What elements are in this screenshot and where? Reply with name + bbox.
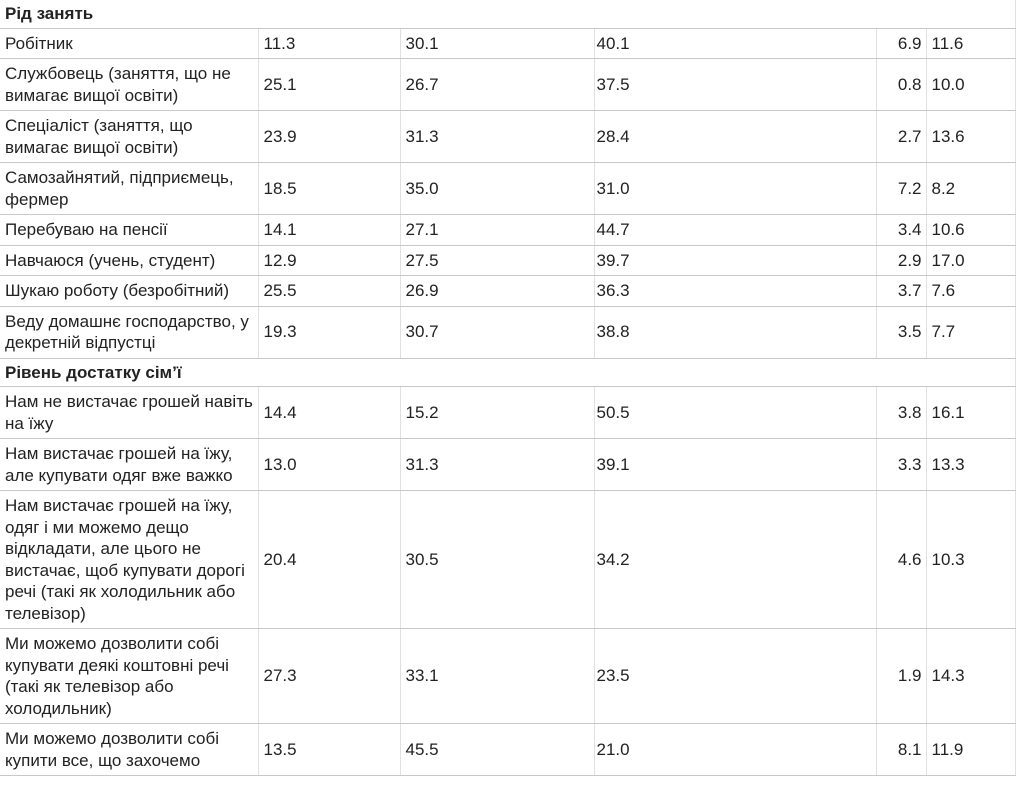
cell-value: 13.5 (258, 723, 401, 776)
data-row: Спеціаліст (заняття, що вимагає вищої ос… (0, 110, 1016, 163)
cell-value: 16.1 (926, 386, 1016, 439)
cell-value: 13.0 (258, 438, 401, 491)
row-label: Ми можемо дозволити собі купити все, що … (0, 723, 259, 776)
cell-value: 3.4 (876, 214, 927, 246)
cell-value: 31.0 (594, 162, 877, 215)
cell-value: 34.2 (594, 490, 877, 629)
data-row: Нам вистачає грошей на їжу, але купувати… (0, 438, 1016, 491)
cell-value: 37.5 (594, 58, 877, 111)
row-label: Нам вистачає грошей на їжу, але купувати… (0, 438, 259, 491)
cell-value: 10.3 (926, 490, 1016, 629)
data-row: Ми можемо дозволити собі купувати деякі … (0, 628, 1016, 724)
cell-value: 33.1 (400, 628, 595, 724)
cell-value: 23.5 (594, 628, 877, 724)
cell-value: 27.5 (400, 245, 595, 276)
cell-value: 21.0 (594, 723, 877, 776)
cell-value: 0.8 (876, 58, 927, 111)
cell-value: 30.5 (400, 490, 595, 629)
cell-value: 1.9 (876, 628, 927, 724)
row-label: Нам не вистачає грошей навіть на їжу (0, 386, 259, 439)
cell-value: 13.3 (926, 438, 1016, 491)
cell-value: 44.7 (594, 214, 877, 246)
data-row: Нам вистачає грошей на їжу, одяг і ми мо… (0, 490, 1016, 629)
cell-value: 39.1 (594, 438, 877, 491)
cell-value: 45.5 (400, 723, 595, 776)
cell-value: 13.6 (926, 110, 1016, 163)
data-row: Робітник 11.3 30.1 40.1 6.9 11.6 (0, 28, 1016, 59)
cell-value: 31.3 (400, 438, 595, 491)
cell-value: 15.2 (400, 386, 595, 439)
cell-value: 8.1 (876, 723, 927, 776)
data-row: Ми можемо дозволити собі купити все, що … (0, 723, 1016, 776)
cell-value: 8.2 (926, 162, 1016, 215)
cell-value: 12.9 (258, 245, 401, 276)
cell-value: 30.1 (400, 28, 595, 59)
cell-value: 3.8 (876, 386, 927, 439)
cell-value: 19.3 (258, 306, 401, 359)
data-row: Перебуваю на пенсії 14.1 27.1 44.7 3.4 10.6 (0, 214, 1016, 246)
data-row: Веду домашнє господарство, у декретній в… (0, 306, 1016, 359)
table-body: Рід занять Робітник 11.3 30.1 40.1 6.9 11.6 Слу… (0, 0, 1016, 776)
cell-value: 10.0 (926, 58, 1016, 111)
section-title: Рівень достатку сім’ї (0, 358, 1016, 387)
cell-value: 23.9 (258, 110, 401, 163)
cell-value: 2.9 (876, 245, 927, 276)
cell-value: 17.0 (926, 245, 1016, 276)
cell-value: 26.9 (400, 275, 595, 307)
cell-value: 10.6 (926, 214, 1016, 246)
cell-value: 2.7 (876, 110, 927, 163)
data-row: Самозайнятий, підприємець, фермер 18.5 35.… (0, 162, 1016, 215)
cell-value: 27.1 (400, 214, 595, 246)
cell-value: 35.0 (400, 162, 595, 215)
row-label: Робітник (0, 28, 259, 59)
cell-value: 28.4 (594, 110, 877, 163)
cell-value: 4.6 (876, 490, 927, 629)
row-label: Шукаю роботу (безробітний) (0, 275, 259, 307)
cell-value: 7.2 (876, 162, 927, 215)
data-row: Службовець (заняття, що не вимагає вищої… (0, 58, 1016, 111)
data-row: Нам не вистачає грошей навіть на їжу 14.4… (0, 386, 1016, 439)
cell-value: 30.7 (400, 306, 595, 359)
row-label: Спеціаліст (заняття, що вимагає вищої ос… (0, 110, 259, 163)
cell-value: 25.5 (258, 275, 401, 307)
cell-value: 6.9 (876, 28, 927, 59)
section-row: Рівень достатку сім’ї (0, 358, 1016, 387)
row-label: Ми можемо дозволити собі купувати деякі … (0, 628, 259, 724)
row-label: Самозайнятий, підприємець, фермер (0, 162, 259, 215)
row-label: Перебуваю на пенсії (0, 214, 259, 246)
cell-value: 25.1 (258, 58, 401, 111)
cell-value: 50.5 (594, 386, 877, 439)
section-title: Рід занять (0, 0, 1016, 29)
cell-value: 11.6 (926, 28, 1016, 59)
cell-value: 39.7 (594, 245, 877, 276)
cell-value: 3.5 (876, 306, 927, 359)
cell-value: 18.5 (258, 162, 401, 215)
cell-value: 14.3 (926, 628, 1016, 724)
cell-value: 26.7 (400, 58, 595, 111)
section-row: Рід занять (0, 0, 1016, 29)
cell-value: 14.4 (258, 386, 401, 439)
cell-value: 3.7 (876, 275, 927, 307)
cell-value: 7.7 (926, 306, 1016, 359)
cell-value: 11.9 (926, 723, 1016, 776)
cell-value: 38.8 (594, 306, 877, 359)
data-row: Навчаюся (учень, студент) 12.9 27.5 39.7 2.9… (0, 245, 1016, 276)
data-row: Шукаю роботу (безробітний) 25.5 26.9 36.3 3.… (0, 275, 1016, 307)
row-label: Веду домашнє господарство, у декретній в… (0, 306, 259, 359)
cell-value: 20.4 (258, 490, 401, 629)
cell-value: 7.6 (926, 275, 1016, 307)
cell-value: 40.1 (594, 28, 877, 59)
cell-value: 3.3 (876, 438, 927, 491)
cell-value: 36.3 (594, 275, 877, 307)
cell-value: 31.3 (400, 110, 595, 163)
cell-value: 11.3 (258, 28, 401, 59)
row-label: Нам вистачає грошей на їжу, одяг і ми мо… (0, 490, 259, 629)
cell-value: 14.1 (258, 214, 401, 246)
row-label: Навчаюся (учень, студент) (0, 245, 259, 276)
row-label: Службовець (заняття, що не вимагає вищої… (0, 58, 259, 111)
data-table: Рід занять Робітник 11.3 30.1 40.1 6.9 11.6 Слу… (0, 0, 1016, 776)
cell-value: 27.3 (258, 628, 401, 724)
